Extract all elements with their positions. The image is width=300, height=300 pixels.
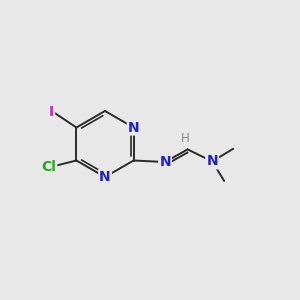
Text: Cl: Cl — [41, 160, 56, 174]
Text: I: I — [49, 105, 54, 119]
Text: N: N — [159, 155, 171, 169]
Text: N: N — [99, 170, 111, 184]
Text: N: N — [128, 121, 140, 134]
Text: H: H — [181, 132, 190, 145]
Text: N: N — [206, 154, 218, 168]
